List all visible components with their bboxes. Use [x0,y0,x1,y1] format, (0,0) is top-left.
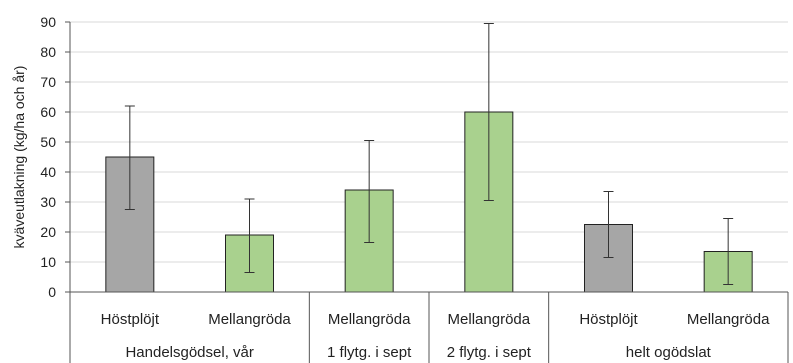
y-tick-label: 10 [40,254,56,270]
y-tick-labels: 0 10 20 30 40 50 60 70 80 90 [40,14,56,300]
y-tick-label: 80 [40,44,56,60]
gridlines [70,21,788,263]
group-label: Handelsgödsel, vår [125,344,253,361]
x-tick-label: Mellangröda [328,311,411,328]
group-labels: Handelsgödsel, vår 1 flytg. i sept 2 flytg… [125,344,711,361]
x-tick-label: Höstplöjt [101,311,160,328]
x-tick-label: Mellangröda [687,311,770,328]
error-bar [124,105,135,210]
x-tick-label: Höstplöjt [579,311,638,328]
group-label: helt ogödslat [626,344,712,361]
y-tick-label: 0 [48,284,56,300]
y-tick-label: 90 [40,14,56,30]
error-bars [124,23,734,285]
y-axis-label: kväveutlakning (kg/ha och år) [11,66,27,249]
y-tick-label: 20 [40,224,56,240]
x-tick-label: Mellangröda [448,311,531,328]
x-tick-label: Mellangröda [208,311,291,328]
y-tick-label: 70 [40,74,56,90]
group-label: 1 flytg. i sept [327,344,412,361]
error-bar [723,218,734,285]
x-tick-labels: Höstplöjt Mellangröda Mellangröda Mellangrö… [101,311,770,328]
error-bar [483,23,494,201]
error-bar [603,191,614,258]
error-bar [244,198,255,273]
y-tick-label: 60 [40,104,56,120]
y-tick-label: 50 [40,134,56,150]
error-bar [364,140,375,243]
group-label: 2 flytg. i sept [447,344,532,361]
y-tick-label: 40 [40,164,56,180]
y-tick-label: 30 [40,194,56,210]
axes [65,21,789,363]
